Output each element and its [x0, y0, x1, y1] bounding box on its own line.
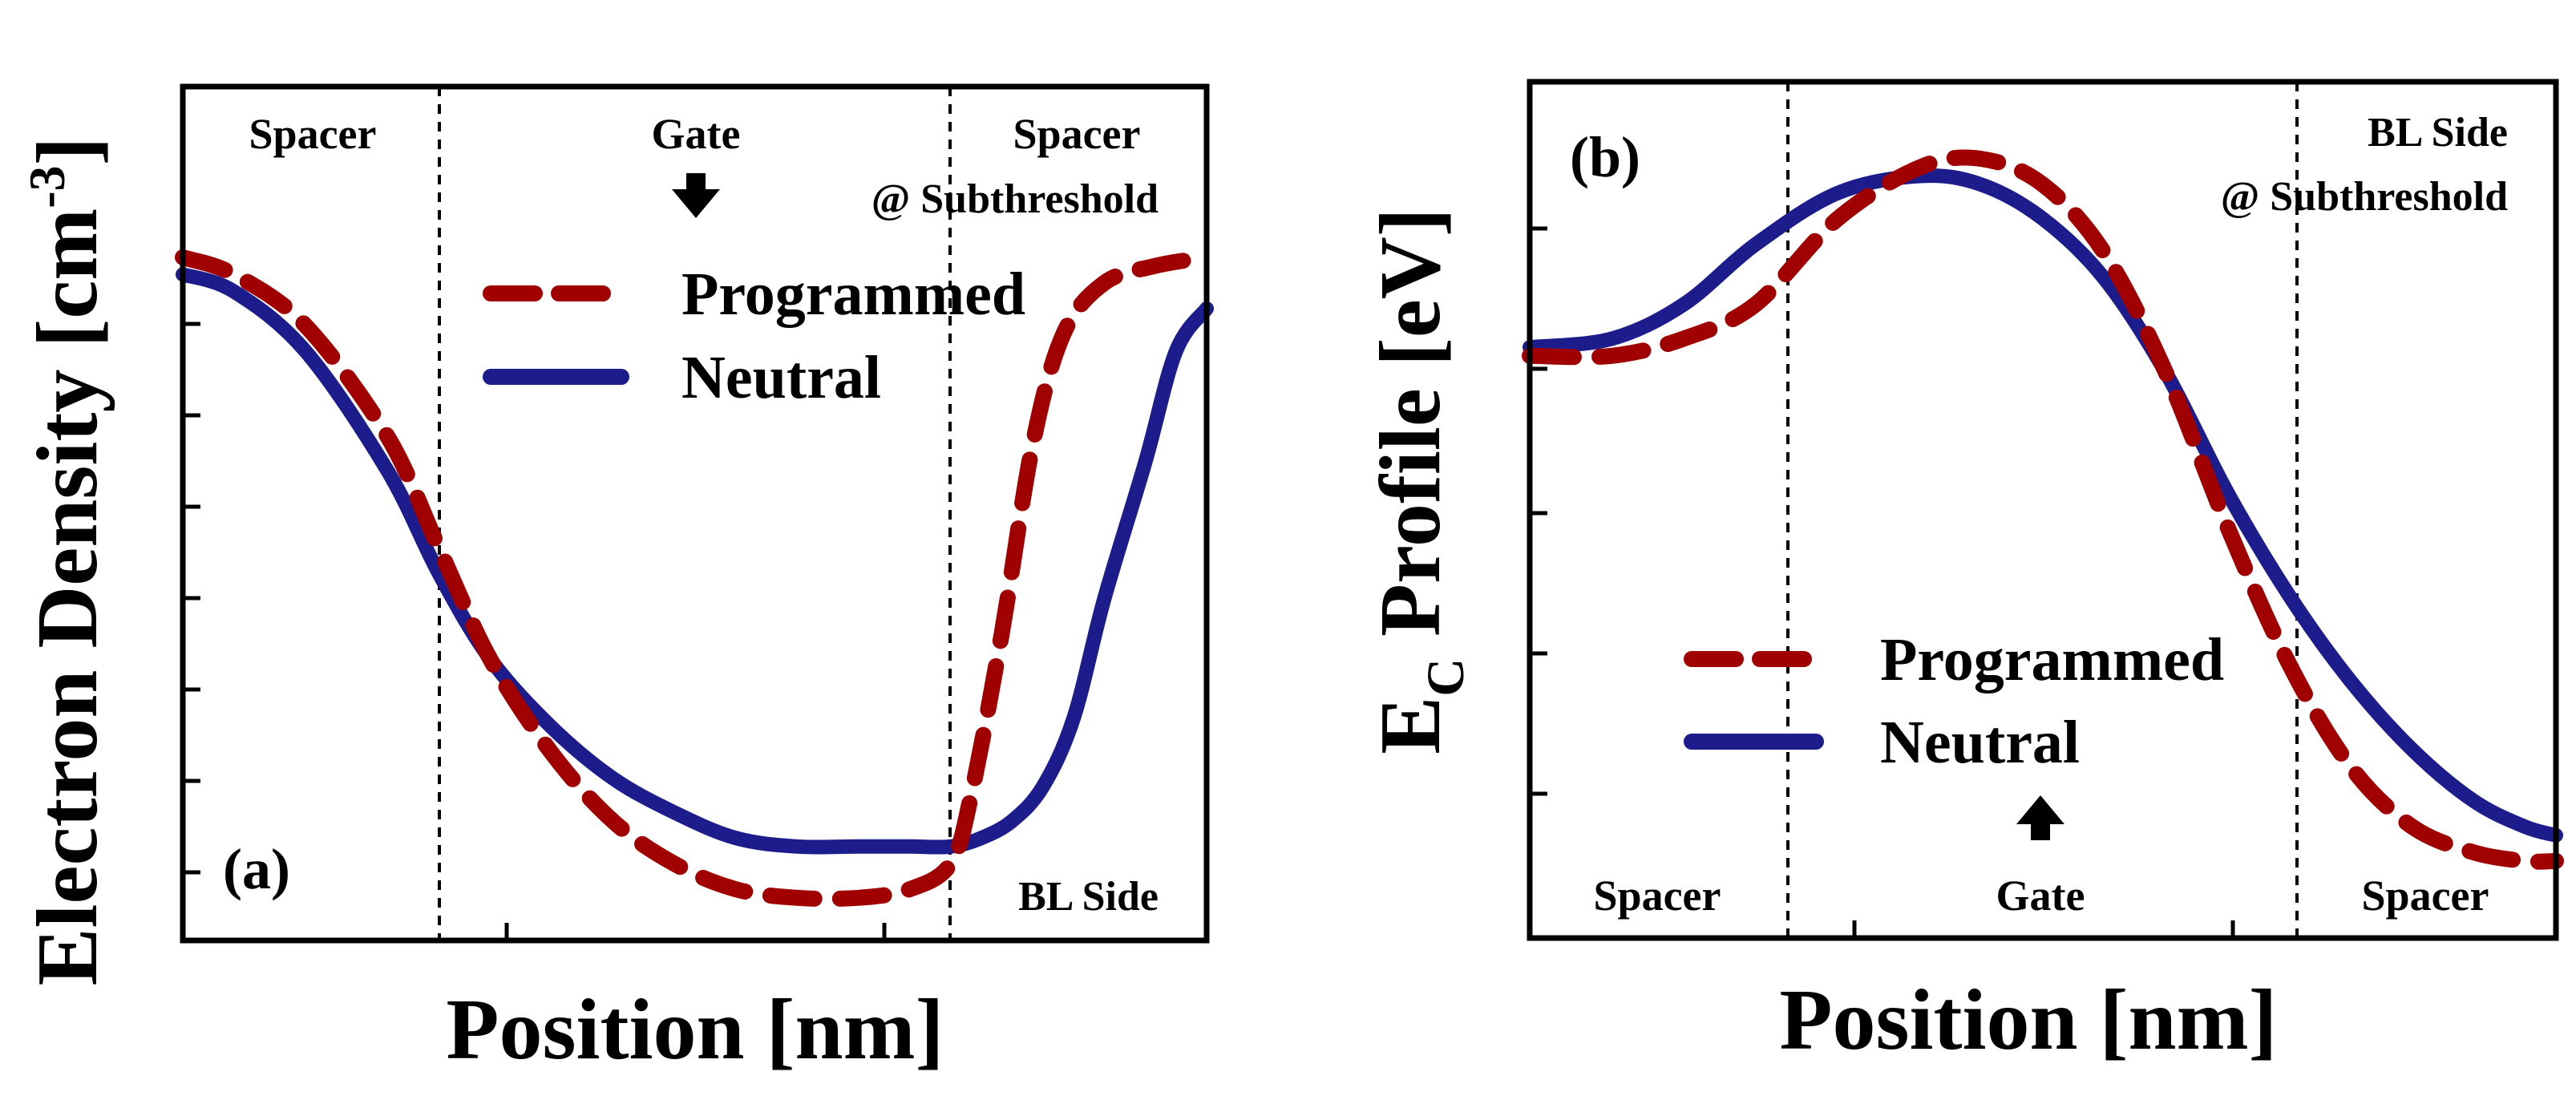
- panel-a-legend-programmed-label: Programmed: [681, 261, 1025, 328]
- panel-b-region-spacer-left: Spacer: [1594, 872, 1721, 920]
- panel-b-ylabel-sub: C: [1417, 658, 1475, 697]
- panel-a-xlabel: Position [nm]: [447, 982, 944, 1078]
- panel-b-frame: [1527, 79, 2559, 941]
- panel-a-region-gate: Gate: [652, 110, 741, 158]
- panel-a-ylabel-main: Electron Density [cm: [20, 208, 115, 986]
- panel-b-xlabel: Position [nm]: [1780, 973, 2278, 1068]
- panel-b: EC Profile [eV] Position [nm] Spacer Gat…: [1363, 79, 2564, 1068]
- panel-a-legend-neutral-label: Neutral: [681, 344, 881, 411]
- panel-a: Electron Density [cm-3] Position [nm] Sp…: [18, 83, 1215, 1078]
- panel-b-series-programmed-line: [1522, 149, 2564, 870]
- panel-a-series-programmed-line: [175, 249, 1215, 908]
- panel-a-region-spacer-left: Spacer: [249, 110, 377, 158]
- panel-a-ylabel-sup: -3: [18, 165, 75, 208]
- panel-b-curves: [1522, 149, 2564, 870]
- panel-b-ylabel: EC Profile [eV]: [1363, 208, 1475, 754]
- panel-b-legend: Programmed Neutral: [1684, 626, 2224, 776]
- panel-a-condition: @ Subthreshold: [871, 176, 1159, 222]
- panel-b-bl-side: BL Side: [2368, 110, 2508, 156]
- panel-a-frame: [180, 83, 1210, 944]
- panel-a-region-spacer-right: Spacer: [1013, 110, 1141, 158]
- panel-b-legend-programmed-label: Programmed: [1880, 626, 2224, 694]
- panel-b-gate-arrow-icon: [2016, 795, 2064, 840]
- panel-a-gate-arrow-icon: [672, 173, 720, 218]
- panel-b-series-neutral-line: [1523, 168, 2563, 843]
- panel-a-tag: (a): [223, 837, 290, 901]
- panel-b-ticks: [1530, 226, 2235, 938]
- panel-b-region-spacer-right: Spacer: [2362, 872, 2489, 920]
- panel-a-series-neutral-line: [176, 267, 1214, 855]
- panel-a-ticks: [183, 322, 887, 940]
- panel-b-ylabel-main: E: [1363, 697, 1458, 754]
- panel-a-legend: Programmed Neutral: [483, 261, 1025, 411]
- panel-b-tag: (b): [1570, 125, 1640, 189]
- panel-b-legend-neutral-label: Neutral: [1880, 709, 2080, 776]
- panel-a-ylabel: Electron Density [cm-3]: [18, 136, 115, 985]
- panel-a-ylabel-close: ]: [20, 136, 115, 165]
- panel-b-condition: @ Subthreshold: [2221, 174, 2508, 220]
- panel-a-curves: [175, 249, 1215, 908]
- panel-a-bl-side: BL Side: [1018, 874, 1159, 920]
- panel-b-region-gate: Gate: [1996, 872, 2085, 920]
- panel-b-ylabel-rest: Profile [eV]: [1363, 208, 1458, 658]
